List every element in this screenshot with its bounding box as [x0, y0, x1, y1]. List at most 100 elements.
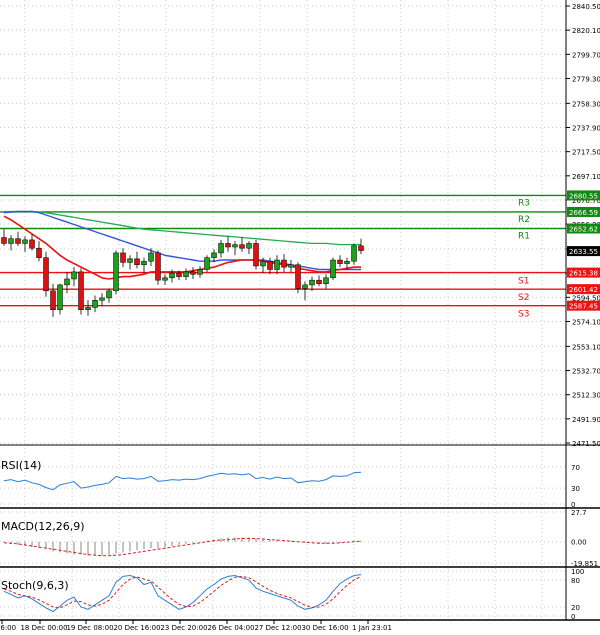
- rsi-line: [3, 471, 362, 491]
- price-tick-label: 2512.30: [572, 392, 600, 400]
- candle-bull: [141, 260, 147, 266]
- panel-tick-label: 0: [571, 613, 575, 621]
- time-tick-label: 18 Dec 00:00: [20, 624, 67, 632]
- level-price-tag-bg: [567, 267, 600, 278]
- candle-bear: [43, 257, 49, 292]
- candle-bull: [197, 269, 203, 275]
- candle-bull: [323, 277, 329, 284]
- price-tick-label: 2532.70: [572, 368, 600, 376]
- level-name-r3: R3: [518, 198, 530, 208]
- level-name-s3: S3: [518, 310, 529, 320]
- candle-bull: [113, 252, 119, 292]
- level-price-tag: 2587.45: [569, 303, 598, 311]
- candle-bear: [120, 252, 126, 263]
- price-tick-label: 2799.70: [572, 51, 600, 59]
- candle-bear: [295, 264, 301, 289]
- candle-bear: [78, 271, 84, 311]
- price-tick-label: 2717.50: [572, 149, 600, 157]
- panel-tick-label: 20: [571, 604, 580, 612]
- candle-bull: [22, 239, 28, 244]
- time-tick-label: 16:00: [0, 624, 16, 632]
- candle-bull: [106, 290, 112, 299]
- candle-bull: [92, 300, 98, 308]
- candle-bull: [246, 243, 252, 249]
- stoch-label: Stoch(9,6,3): [1, 579, 69, 592]
- candle-bear: [29, 239, 35, 249]
- candle-bull: [260, 260, 266, 267]
- candle-bull: [211, 252, 217, 258]
- ma-fast-line: [3, 215, 361, 280]
- time-tick-label: 1 Jan 23:01: [352, 624, 392, 632]
- candle-bull: [127, 258, 133, 263]
- ma-slow-line: [4, 210, 361, 246]
- stoch-k-line: [3, 574, 362, 613]
- price-tick-label: 2779.30: [572, 75, 600, 83]
- panel-tick-label: -19.851: [571, 560, 598, 568]
- price-tick-label: 2553.10: [572, 343, 600, 351]
- candle-bull: [302, 284, 308, 289]
- panel-tick-label: 100: [571, 568, 584, 576]
- time-tick-label: 19 Dec 08:00: [66, 624, 113, 632]
- candle-bear: [225, 243, 231, 248]
- candle-bull: [274, 259, 280, 270]
- level-price-tag-bg: [567, 190, 600, 201]
- candle-bear: [267, 260, 273, 270]
- candle-bull: [309, 279, 315, 286]
- price-tick-label: 2471.50: [572, 440, 600, 448]
- candle-bear: [190, 271, 196, 275]
- candle-bull: [288, 264, 294, 268]
- candle-bull: [99, 297, 105, 301]
- candle-bull: [351, 245, 357, 262]
- panel-tick-label: 0.00: [571, 539, 587, 547]
- time-tick-label: 20 Dec 16:00: [113, 624, 160, 632]
- price-tick-label: 2594.50: [572, 294, 600, 302]
- candle-bull: [204, 257, 210, 270]
- level-name-s2: S2: [518, 293, 529, 303]
- macd-signal-line: [3, 538, 362, 557]
- candle-bull: [169, 272, 175, 279]
- level-name-r1: R1: [518, 232, 530, 242]
- level-price-tag: 2652.62: [569, 226, 598, 234]
- level-price-tag: 2615.38: [569, 270, 598, 278]
- level-price-tag: 2680.55: [569, 192, 598, 200]
- level-labels: 2680.55 2666.59 2652.62 2615.38 2601.42 2587.…: [567, 190, 600, 311]
- last-price-tag-bg: [567, 246, 600, 257]
- last-price-tag: 2633.55: [569, 248, 598, 256]
- level-price-tag: 2601.42: [569, 286, 598, 294]
- price-tick-label: 2491.90: [572, 416, 600, 424]
- price-tick-label: 2758.30: [572, 100, 600, 108]
- candles: [1, 229, 364, 317]
- candle-bear: [176, 272, 182, 277]
- candle-bear: [358, 245, 364, 251]
- panel-tick-label: 0: [571, 501, 575, 509]
- time-tick-label: 27 Dec 12:00: [254, 624, 301, 632]
- ma-mid-line: [3, 210, 361, 271]
- candle-bear: [36, 247, 42, 258]
- rsi-label: RSI(14): [1, 459, 41, 472]
- candle-bull: [162, 277, 168, 281]
- level-price-tag-bg: [567, 223, 600, 234]
- level-price-tag-bg: [567, 284, 600, 295]
- pivot-levels: R3 R2 R1 S1 S2 S3: [0, 194, 566, 320]
- candle-bear: [1, 237, 7, 244]
- level-price-tag: 2666.59: [569, 209, 598, 217]
- price-tick-label: 2820.10: [572, 27, 600, 35]
- candle-bear: [239, 244, 245, 249]
- level-name-s1: S1: [518, 277, 529, 287]
- price-tick-label: 2840.50: [572, 3, 600, 11]
- candle-bull: [85, 307, 91, 311]
- level-price-tag-bg: [567, 300, 600, 311]
- grid-layer: [0, 0, 566, 620]
- price-tick-label: 2574.10: [572, 318, 600, 326]
- candle-bear: [337, 259, 343, 264]
- candle-bull: [232, 244, 238, 248]
- indicator-panels: 70 30 0 RSI(14) 27.7 0.00 -19.851 MACD(12,26,9)…: [0, 459, 600, 621]
- candle-bear: [316, 279, 322, 284]
- candle-bear: [50, 290, 56, 311]
- candle-bull: [64, 278, 70, 286]
- moving-averages: [3, 210, 361, 280]
- time-tick-label: 23 Dec 20:00: [160, 624, 207, 632]
